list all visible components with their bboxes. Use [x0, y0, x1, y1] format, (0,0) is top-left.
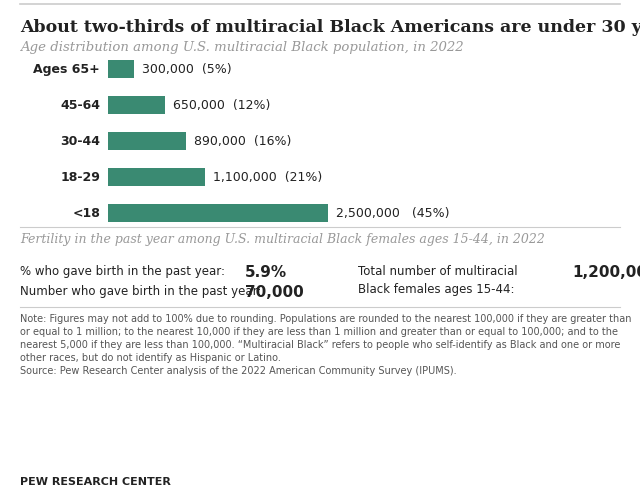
Text: Note: Figures may not add to 100% due to rounding. Populations are rounded to th: Note: Figures may not add to 100% due to… [20, 314, 632, 324]
Text: 45-64: 45-64 [60, 99, 100, 112]
Text: 2,500,000   (45%): 2,500,000 (45%) [336, 206, 449, 219]
Text: or equal to 1 million; to the nearest 10,000 if they are less than 1 million and: or equal to 1 million; to the nearest 10… [20, 327, 618, 337]
Bar [108, 204, 328, 222]
Text: Total number of multiracial
Black females ages 15-44:: Total number of multiracial Black female… [358, 265, 518, 296]
Text: nearest 5,000 if they are less than 100,000. “Multiracial Black” refers to peopl: nearest 5,000 if they are less than 100,… [20, 340, 620, 350]
Text: % who gave birth in the past year:: % who gave birth in the past year: [20, 265, 225, 278]
Text: <18: <18 [72, 206, 100, 219]
Text: 890,000  (16%): 890,000 (16%) [195, 134, 292, 147]
Text: 30-44: 30-44 [60, 134, 100, 147]
Text: Fertility in the past year among U.S. multiracial Black females ages 15-44, in 2: Fertility in the past year among U.S. mu… [20, 233, 545, 246]
Bar [108, 96, 165, 114]
Text: Number who gave birth in the past year:: Number who gave birth in the past year: [20, 285, 261, 298]
Bar [108, 132, 186, 150]
Text: 650,000  (12%): 650,000 (12%) [173, 99, 271, 112]
Text: 1,100,000  (21%): 1,100,000 (21%) [212, 170, 322, 183]
Text: 1,200,000: 1,200,000 [572, 265, 640, 280]
Text: 300,000  (5%): 300,000 (5%) [143, 63, 232, 76]
Text: other races, but do not identify as Hispanic or Latino.: other races, but do not identify as Hisp… [20, 353, 281, 363]
Bar [108, 60, 134, 78]
Text: Source: Pew Research Center analysis of the 2022 American Community Survey (IPUM: Source: Pew Research Center analysis of … [20, 366, 456, 376]
Text: Ages 65+: Ages 65+ [33, 63, 100, 76]
Text: Age distribution among U.S. multiracial Black population, in 2022: Age distribution among U.S. multiracial … [20, 41, 463, 54]
Text: 18-29: 18-29 [60, 170, 100, 183]
Text: PEW RESEARCH CENTER: PEW RESEARCH CENTER [20, 477, 171, 487]
Text: 5.9%: 5.9% [245, 265, 287, 280]
Bar [108, 168, 205, 186]
Text: 70,000: 70,000 [245, 285, 304, 300]
Text: About two-thirds of multiracial Black Americans are under 30 years old: About two-thirds of multiracial Black Am… [20, 19, 640, 36]
